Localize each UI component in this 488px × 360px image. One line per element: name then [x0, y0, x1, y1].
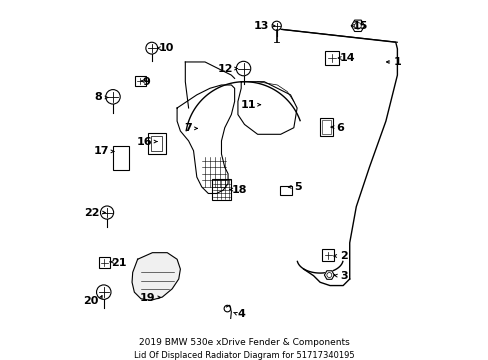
Circle shape: [271, 21, 281, 30]
Text: 8: 8: [95, 93, 102, 103]
Polygon shape: [177, 85, 234, 193]
Circle shape: [96, 285, 111, 300]
Text: 15: 15: [352, 21, 367, 31]
Polygon shape: [351, 20, 364, 31]
Circle shape: [145, 42, 157, 54]
Text: 21: 21: [111, 257, 126, 267]
Text: 14: 14: [339, 53, 355, 63]
Text: 16: 16: [137, 136, 152, 147]
Text: 19: 19: [139, 293, 155, 303]
Polygon shape: [132, 253, 180, 300]
Text: 6: 6: [336, 123, 344, 133]
Text: 17: 17: [94, 147, 109, 156]
FancyBboxPatch shape: [322, 249, 334, 261]
Text: 2019 BMW 530e xDrive Fender & Components: 2019 BMW 530e xDrive Fender & Components: [139, 338, 349, 347]
Text: 18: 18: [231, 185, 246, 194]
Circle shape: [105, 90, 120, 104]
Polygon shape: [324, 271, 334, 279]
Text: 22: 22: [84, 208, 100, 218]
Circle shape: [100, 206, 113, 219]
FancyBboxPatch shape: [325, 51, 338, 64]
Text: Lid Of Displaced Radiator Diagram for 51717340195: Lid Of Displaced Radiator Diagram for 51…: [134, 351, 354, 360]
Text: 3: 3: [339, 271, 347, 281]
Text: 20: 20: [82, 296, 98, 306]
Text: 5: 5: [293, 182, 301, 192]
Text: 10: 10: [159, 43, 174, 53]
Text: 7: 7: [184, 123, 191, 134]
Text: 13: 13: [253, 21, 268, 31]
FancyBboxPatch shape: [135, 76, 145, 86]
Text: 9: 9: [142, 77, 150, 87]
Text: 2: 2: [339, 251, 347, 261]
FancyBboxPatch shape: [98, 257, 110, 269]
Circle shape: [236, 61, 250, 76]
Text: 11: 11: [240, 100, 256, 111]
Text: 1: 1: [393, 57, 401, 67]
Text: 4: 4: [238, 310, 245, 319]
Text: 12: 12: [217, 64, 232, 73]
